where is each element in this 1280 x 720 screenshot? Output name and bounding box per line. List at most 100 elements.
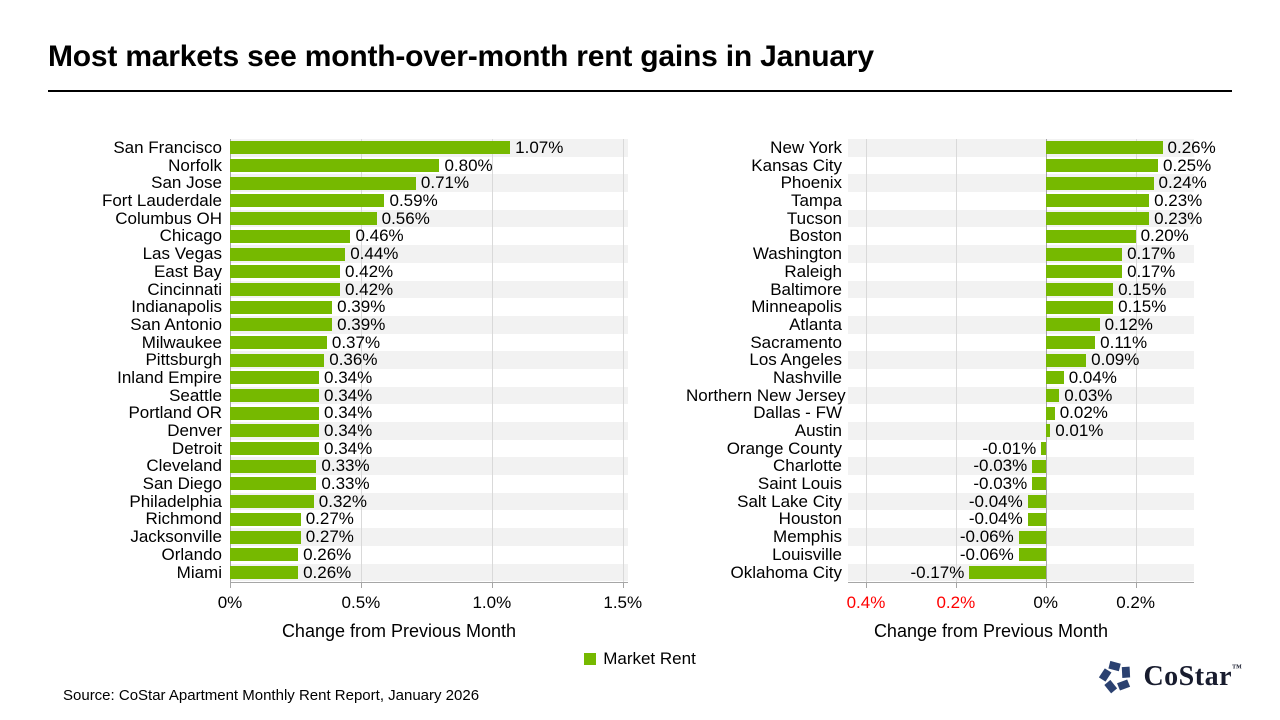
value-label: 1.07% xyxy=(515,138,564,157)
bar xyxy=(230,424,320,438)
value-label: 0.09% xyxy=(1091,350,1140,370)
category-label: Northern New Jersey xyxy=(686,385,846,405)
bar-row: San Jose 0.71% xyxy=(60,173,628,193)
bar-row: Raleigh 0.17% xyxy=(686,263,1194,281)
category-label: Seattle xyxy=(169,385,222,405)
bar xyxy=(1045,194,1150,208)
chart-legend: Market Rent xyxy=(0,649,1280,669)
tick-label: 0.5% xyxy=(341,592,381,612)
row-plot-area: 0.71% xyxy=(230,173,628,193)
value-label: 0.33% xyxy=(321,456,370,476)
row-plot-area: 0.11% xyxy=(848,333,1194,352)
value-label: 0.34% xyxy=(324,367,373,387)
bar-row: Milwaukee 0.37% xyxy=(60,332,628,352)
value-label: 0.42% xyxy=(344,279,394,299)
bar xyxy=(230,159,440,173)
value-label: 0.46% xyxy=(355,226,404,246)
category-label: Boston xyxy=(789,226,842,246)
legend-swatch-icon xyxy=(584,653,597,665)
bar xyxy=(230,335,327,349)
bar-row: Washington 0.17% xyxy=(686,245,1194,263)
category-label: Tucson xyxy=(786,208,842,228)
category-label: Minneapolis xyxy=(751,297,842,317)
value-label: 0.23% xyxy=(1154,191,1203,211)
category-label: Salt Lake City xyxy=(737,491,842,511)
category-label: Houston xyxy=(778,509,842,529)
bar xyxy=(1045,247,1123,261)
value-label: 0.26% xyxy=(303,544,352,564)
bar xyxy=(1045,318,1100,332)
row-plot-area: 0.17% xyxy=(848,245,1194,263)
value-label: 0.27% xyxy=(305,509,354,529)
bar-row: Charlotte -0.03% xyxy=(686,457,1194,476)
bar xyxy=(1045,141,1163,155)
value-label: 0.80% xyxy=(444,155,493,175)
bar-row: Los Angeles 0.09% xyxy=(686,351,1194,369)
bar-row: Indianapolis 0.39% xyxy=(60,298,628,316)
row-plot-area: 0.44% xyxy=(230,245,628,263)
costar-logo-text: CoStar™ xyxy=(1143,661,1242,692)
category-label: Portland OR xyxy=(128,403,222,423)
left-bar-chart: San Francisco 1.07% Norfolk 0.80% San Jose 0.… xyxy=(60,139,642,641)
row-plot-area: 0.34% xyxy=(230,386,628,405)
category-label: Orange County xyxy=(726,438,842,458)
value-label: -0.06% xyxy=(959,527,1014,547)
bar-row: Northern New Jersey 0.03% xyxy=(686,385,1194,405)
value-label: 0.34% xyxy=(324,421,373,440)
value-label: 0.39% xyxy=(337,314,386,334)
row-plot-area: -0.03% xyxy=(848,457,1194,476)
legend-label: Market Rent xyxy=(603,649,696,668)
row-plot-area: 0.36% xyxy=(230,351,628,369)
row-plot-area: 0.20% xyxy=(848,227,1194,245)
row-plot-area: -0.04% xyxy=(848,510,1194,528)
bar xyxy=(230,406,320,420)
row-plot-area: 0.42% xyxy=(230,263,628,281)
tick-mark xyxy=(955,582,957,588)
bar xyxy=(230,477,317,491)
bar-row: Nashville 0.04% xyxy=(686,369,1194,387)
row-plot-area: 0.26% xyxy=(848,139,1216,157)
row-plot-area: 0.33% xyxy=(230,456,628,476)
bar-row: Orange County -0.01% xyxy=(686,438,1194,458)
row-plot-area: 0.32% xyxy=(230,493,628,511)
row-plot-area: 0.26% xyxy=(230,563,628,582)
bar xyxy=(230,565,299,579)
category-label: Washington xyxy=(752,244,842,264)
bar xyxy=(230,353,325,367)
value-label: 0.26% xyxy=(1167,138,1216,157)
row-plot-area: 0.17% xyxy=(848,263,1194,281)
value-label: 0.37% xyxy=(331,332,381,352)
bar xyxy=(1045,300,1114,314)
bar-row: Tucson 0.23% xyxy=(686,208,1202,228)
bar-row: Miami 0.26% xyxy=(60,563,628,582)
bar-row: Pittsburgh 0.36% xyxy=(60,351,628,369)
row-plot-area: 1.07% xyxy=(230,139,628,157)
value-label: 0.12% xyxy=(1104,314,1153,334)
category-label: Milwaukee xyxy=(141,332,222,352)
bar xyxy=(230,530,301,544)
value-label: 0.33% xyxy=(321,474,370,494)
chart-rows: New York 0.26% Kansas City 0.25% Phoenix 0.24… xyxy=(686,138,1216,582)
tick-label: 1.5% xyxy=(603,592,643,612)
x-axis: 0% 0.5% 1.0% 1.5% xyxy=(218,581,642,647)
row-plot-area: 0.02% xyxy=(848,404,1194,422)
bar-row: San Francisco 1.07% xyxy=(60,139,628,157)
value-label: 0.23% xyxy=(1154,208,1203,228)
category-label: Columbus OH xyxy=(115,208,222,228)
bar xyxy=(230,442,320,456)
category-label: New York xyxy=(770,138,842,157)
row-plot-area: 0.34% xyxy=(230,404,628,422)
category-label: Sacramento xyxy=(750,332,842,352)
bar xyxy=(1018,548,1046,562)
tick-mark xyxy=(865,582,867,588)
bar-row: Atlanta 0.12% xyxy=(686,316,1194,334)
costar-pinwheel-icon xyxy=(1099,660,1131,694)
value-label: 0.71% xyxy=(420,173,470,193)
row-plot-area: 0.04% xyxy=(848,369,1194,387)
value-label: 0.34% xyxy=(324,438,373,458)
row-plot-area: 0.34% xyxy=(230,438,628,458)
bar-row: Minneapolis 0.15% xyxy=(686,298,1194,316)
costar-logo: CoStar™ xyxy=(1097,658,1242,696)
row-plot-area: 0.26% xyxy=(230,546,628,564)
tick-mark xyxy=(622,582,624,588)
